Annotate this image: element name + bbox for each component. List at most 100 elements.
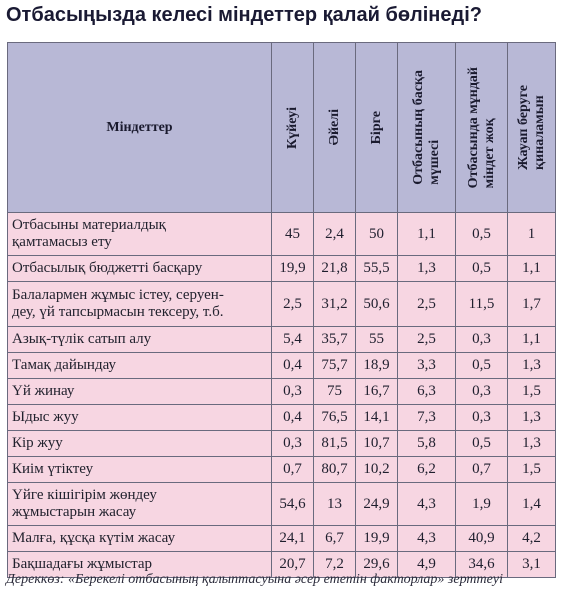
duty-name: Үйге кішігірім жөндеу жұмыстарын жасау [7,482,272,526]
duty-name: Азық-түлік сатып алу [7,326,272,353]
value-wife: 80,7 [313,456,356,483]
value-other-member: 1,1 [397,212,456,256]
value-husband: 5,4 [271,326,314,353]
header-husband: Күйеуі [271,42,314,213]
value-no-need: 0,5 [455,352,508,379]
value-together: 19,9 [355,525,398,552]
table-row: Тамақ дайындау 0,4 75,7 18,9 3,3 0,5 1,3 [7,352,556,379]
value-no-answer: 3,1 [507,551,556,578]
duty-name: Отбасылық бюджетті басқару [7,255,272,282]
value-together: 50 [355,212,398,256]
value-husband: 0,4 [271,352,314,379]
duty-name: Балалармен жұмыс істеу, серуен-деу, үй т… [7,281,272,327]
value-wife: 31,2 [313,281,356,327]
value-no-answer: 1,5 [507,378,556,405]
header-duties: Міндеттер [7,42,272,213]
value-wife: 81,5 [313,430,356,457]
value-husband: 0,3 [271,430,314,457]
value-no-need: 0,7 [455,456,508,483]
table-row: Кір жуу 0,3 81,5 10,7 5,8 0,5 1,3 [7,430,556,457]
value-husband: 24,1 [271,525,314,552]
value-other-member: 1,3 [397,255,456,282]
duty-name: Тамақ дайындау [7,352,272,379]
table-row: Ыдыс жуу 0,4 76,5 14,1 7,3 0,3 1,3 [7,404,556,431]
value-together: 55 [355,326,398,353]
header-together: Бірге [355,42,398,213]
duties-table: Міндеттер Күйеуі Әйелі Бірге Отбасының б… [7,42,556,578]
value-no-answer: 1,7 [507,281,556,327]
value-no-need: 0,3 [455,326,508,353]
value-wife: 2,4 [313,212,356,256]
value-together: 24,9 [355,482,398,526]
value-together: 55,5 [355,255,398,282]
duty-name: Бақшадағы жұмыстар [7,551,272,578]
value-no-need: 11,5 [455,281,508,327]
value-other-member: 7,3 [397,404,456,431]
table-row: Бақшадағы жұмыстар 20,7 7,2 29,6 4,9 34,… [7,551,556,578]
value-no-answer: 1,3 [507,430,556,457]
duty-name: Малға, құсқа күтім жасау [7,525,272,552]
value-husband: 0,7 [271,456,314,483]
value-together: 10,2 [355,456,398,483]
table-row: Отбасылық бюджетті басқару 19,9 21,8 55,… [7,255,556,282]
value-together: 50,6 [355,281,398,327]
value-other-member: 6,3 [397,378,456,405]
value-no-need: 40,9 [455,525,508,552]
value-other-member: 4,9 [397,551,456,578]
duty-name: Киім үтіктеу [7,456,272,483]
value-no-answer: 1 [507,212,556,256]
value-no-answer: 1,5 [507,456,556,483]
value-no-need: 0,5 [455,430,508,457]
table-row: Киім үтіктеу 0,7 80,7 10,2 6,2 0,7 1,5 [7,456,556,483]
value-husband: 0,3 [271,378,314,405]
value-wife: 35,7 [313,326,356,353]
table-row: Азық-түлік сатып алу 5,4 35,7 55 2,5 0,3… [7,326,556,353]
value-other-member: 4,3 [397,482,456,526]
value-no-answer: 1,1 [507,255,556,282]
value-together: 16,7 [355,378,398,405]
header-row: Міндеттер Күйеуі Әйелі Бірге Отбасының б… [7,42,556,213]
value-no-answer: 1,3 [507,404,556,431]
value-husband: 54,6 [271,482,314,526]
value-no-answer: 4,2 [507,525,556,552]
value-no-need: 0,5 [455,255,508,282]
duty-name: Кір жуу [7,430,272,457]
value-husband: 2,5 [271,281,314,327]
duty-name: Ыдыс жуу [7,404,272,431]
value-wife: 7,2 [313,551,356,578]
value-no-need: 0,3 [455,404,508,431]
value-no-answer: 1,4 [507,482,556,526]
value-no-need: 1,9 [455,482,508,526]
table-row: Балалармен жұмыс істеу, серуен-деу, үй т… [7,281,556,327]
value-other-member: 6,2 [397,456,456,483]
value-husband: 19,9 [271,255,314,282]
value-husband: 45 [271,212,314,256]
value-wife: 6,7 [313,525,356,552]
table-row: Үйге кішігірім жөндеу жұмыстарын жасау 54… [7,482,556,526]
value-no-answer: 1,1 [507,326,556,353]
value-no-need: 34,6 [455,551,508,578]
value-husband: 0,4 [271,404,314,431]
page-title: Отбасыңызда келесі міндеттер қалай бөлін… [6,4,482,26]
value-other-member: 3,3 [397,352,456,379]
table-row: Отбасыны материалдық қамтамасыз ету 45 2,… [7,212,556,256]
value-no-need: 0,3 [455,378,508,405]
value-wife: 76,5 [313,404,356,431]
table-row: Малға, құсқа күтім жасау 24,1 6,7 19,9 4… [7,525,556,552]
value-other-member: 2,5 [397,326,456,353]
value-wife: 13 [313,482,356,526]
duty-name: Отбасыны материалдық қамтамасыз ету [7,212,272,256]
value-wife: 75,7 [313,352,356,379]
header-other-member: Отбасының басқа мүшесі [397,42,456,213]
value-other-member: 5,8 [397,430,456,457]
duty-name: Үй жинау [7,378,272,405]
value-no-need: 0,5 [455,212,508,256]
value-wife: 75 [313,378,356,405]
table-row: Үй жинау 0,3 75 16,7 6,3 0,3 1,5 [7,378,556,405]
header-no-need: Отбасында мұндай міндет жоқ [455,42,508,213]
value-no-answer: 1,3 [507,352,556,379]
value-together: 18,9 [355,352,398,379]
value-wife: 21,8 [313,255,356,282]
header-wife: Әйелі [313,42,356,213]
value-other-member: 4,3 [397,525,456,552]
